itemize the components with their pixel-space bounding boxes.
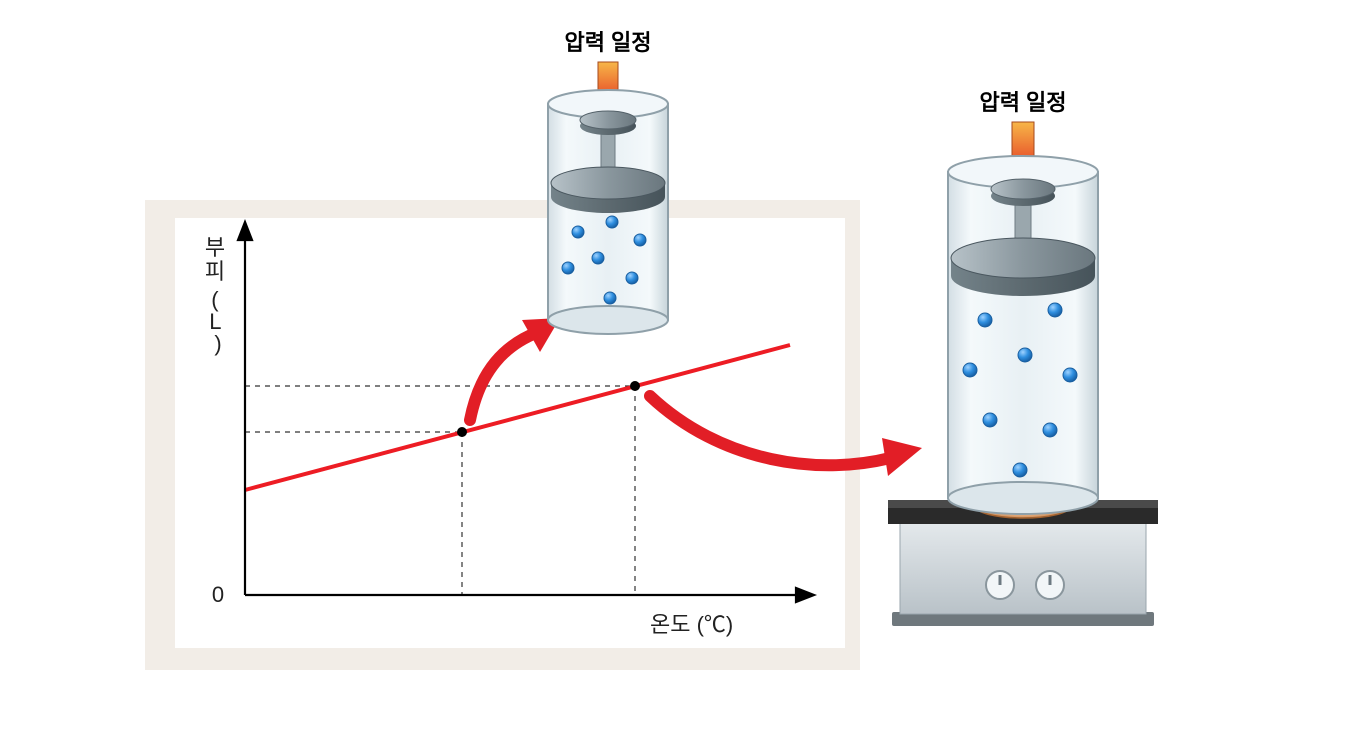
pressure-label-large: 압력 일정	[979, 90, 1066, 115]
cylinder-large: 압력 일정	[948, 90, 1098, 514]
piston-large	[951, 238, 1095, 296]
diagram-canvas: 0 온도 (℃) 부 피 ( L ) 압력 일정	[0, 0, 1360, 740]
chart-point-2	[630, 381, 640, 391]
connector-arrowhead-2	[882, 438, 922, 476]
chart-x-label: 온도 (℃)	[650, 612, 733, 637]
chart-panel: 0 온도 (℃) 부 피 ( L )	[145, 200, 860, 670]
chart-point-1	[457, 427, 467, 437]
pressure-label-small: 압력 일정	[564, 30, 651, 55]
cylinder-small: 압력 일정	[548, 30, 668, 334]
chart-origin-label: 0	[212, 582, 224, 607]
piston-small	[551, 167, 665, 213]
chart-inner-bg	[175, 218, 845, 648]
